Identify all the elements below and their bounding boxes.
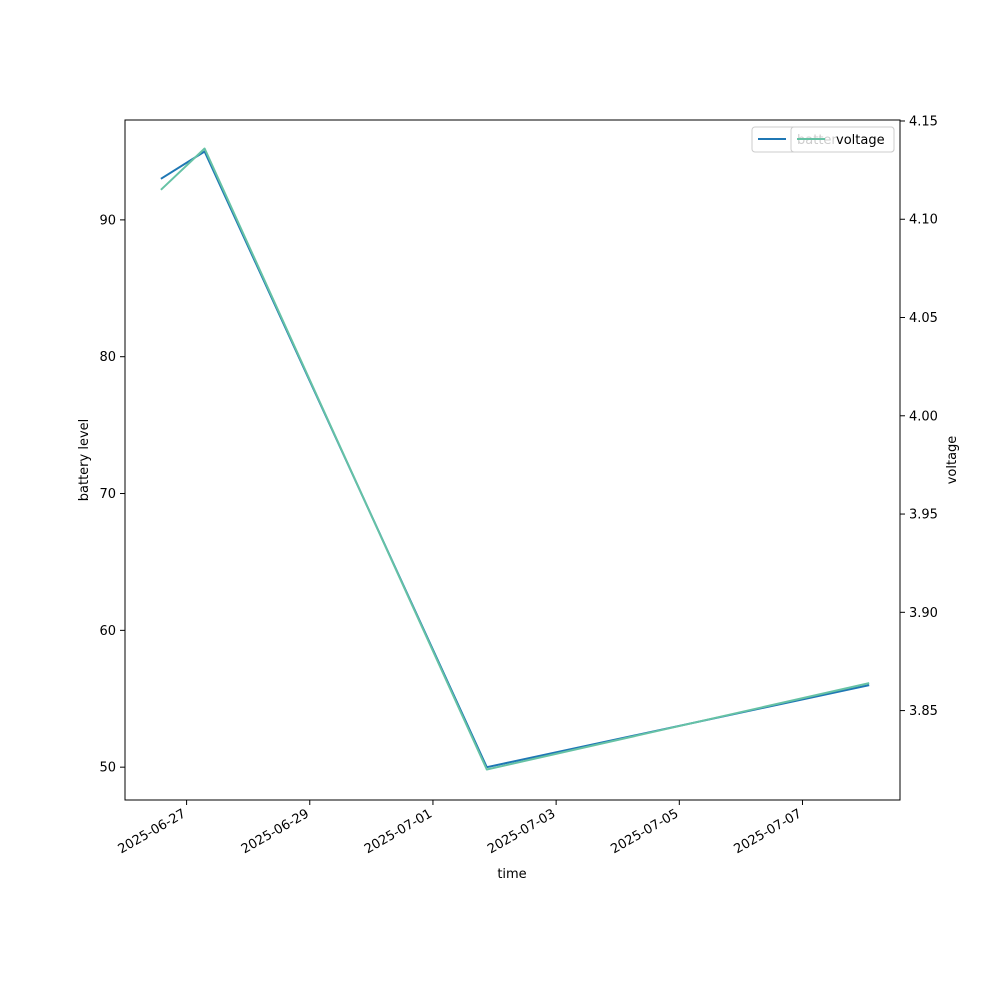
right-y-tick-label: 3.90 (909, 606, 938, 621)
right-y-axis: 3.85 3.90 3.95 4.00 4.05 4.10 4.15 (900, 114, 938, 719)
plot-frame (124, 119, 901, 801)
voltage-series-line (160, 147, 870, 771)
left-y-tick-label: 70 (99, 487, 116, 502)
left-y-axis-label: battery level (77, 419, 92, 502)
right-y-axis-label: voltage (945, 436, 960, 485)
right-y-tick-label: 4.00 (909, 409, 938, 424)
right-y-tick-label: 4.10 (909, 213, 938, 228)
legend-voltage-box (790, 126, 895, 153)
legend-voltage-label: voltage (836, 133, 885, 148)
left-y-tick-label: 90 (99, 213, 116, 228)
plot-lines (160, 147, 870, 771)
right-y-tick-label: 3.85 (909, 704, 938, 719)
right-y-tick-label: 4.15 (909, 114, 938, 129)
left-y-tick-label: 60 (99, 624, 116, 639)
legend-voltage: voltage (790, 126, 895, 153)
x-axis-label: time (497, 867, 526, 882)
left-y-tick-label: 80 (99, 350, 116, 365)
left-y-tick-label: 50 (99, 761, 116, 776)
left-y-axis: 50 60 70 80 90 (99, 213, 125, 776)
right-y-tick-label: 3.95 (909, 508, 938, 523)
right-y-tick-label: 4.05 (909, 311, 938, 326)
